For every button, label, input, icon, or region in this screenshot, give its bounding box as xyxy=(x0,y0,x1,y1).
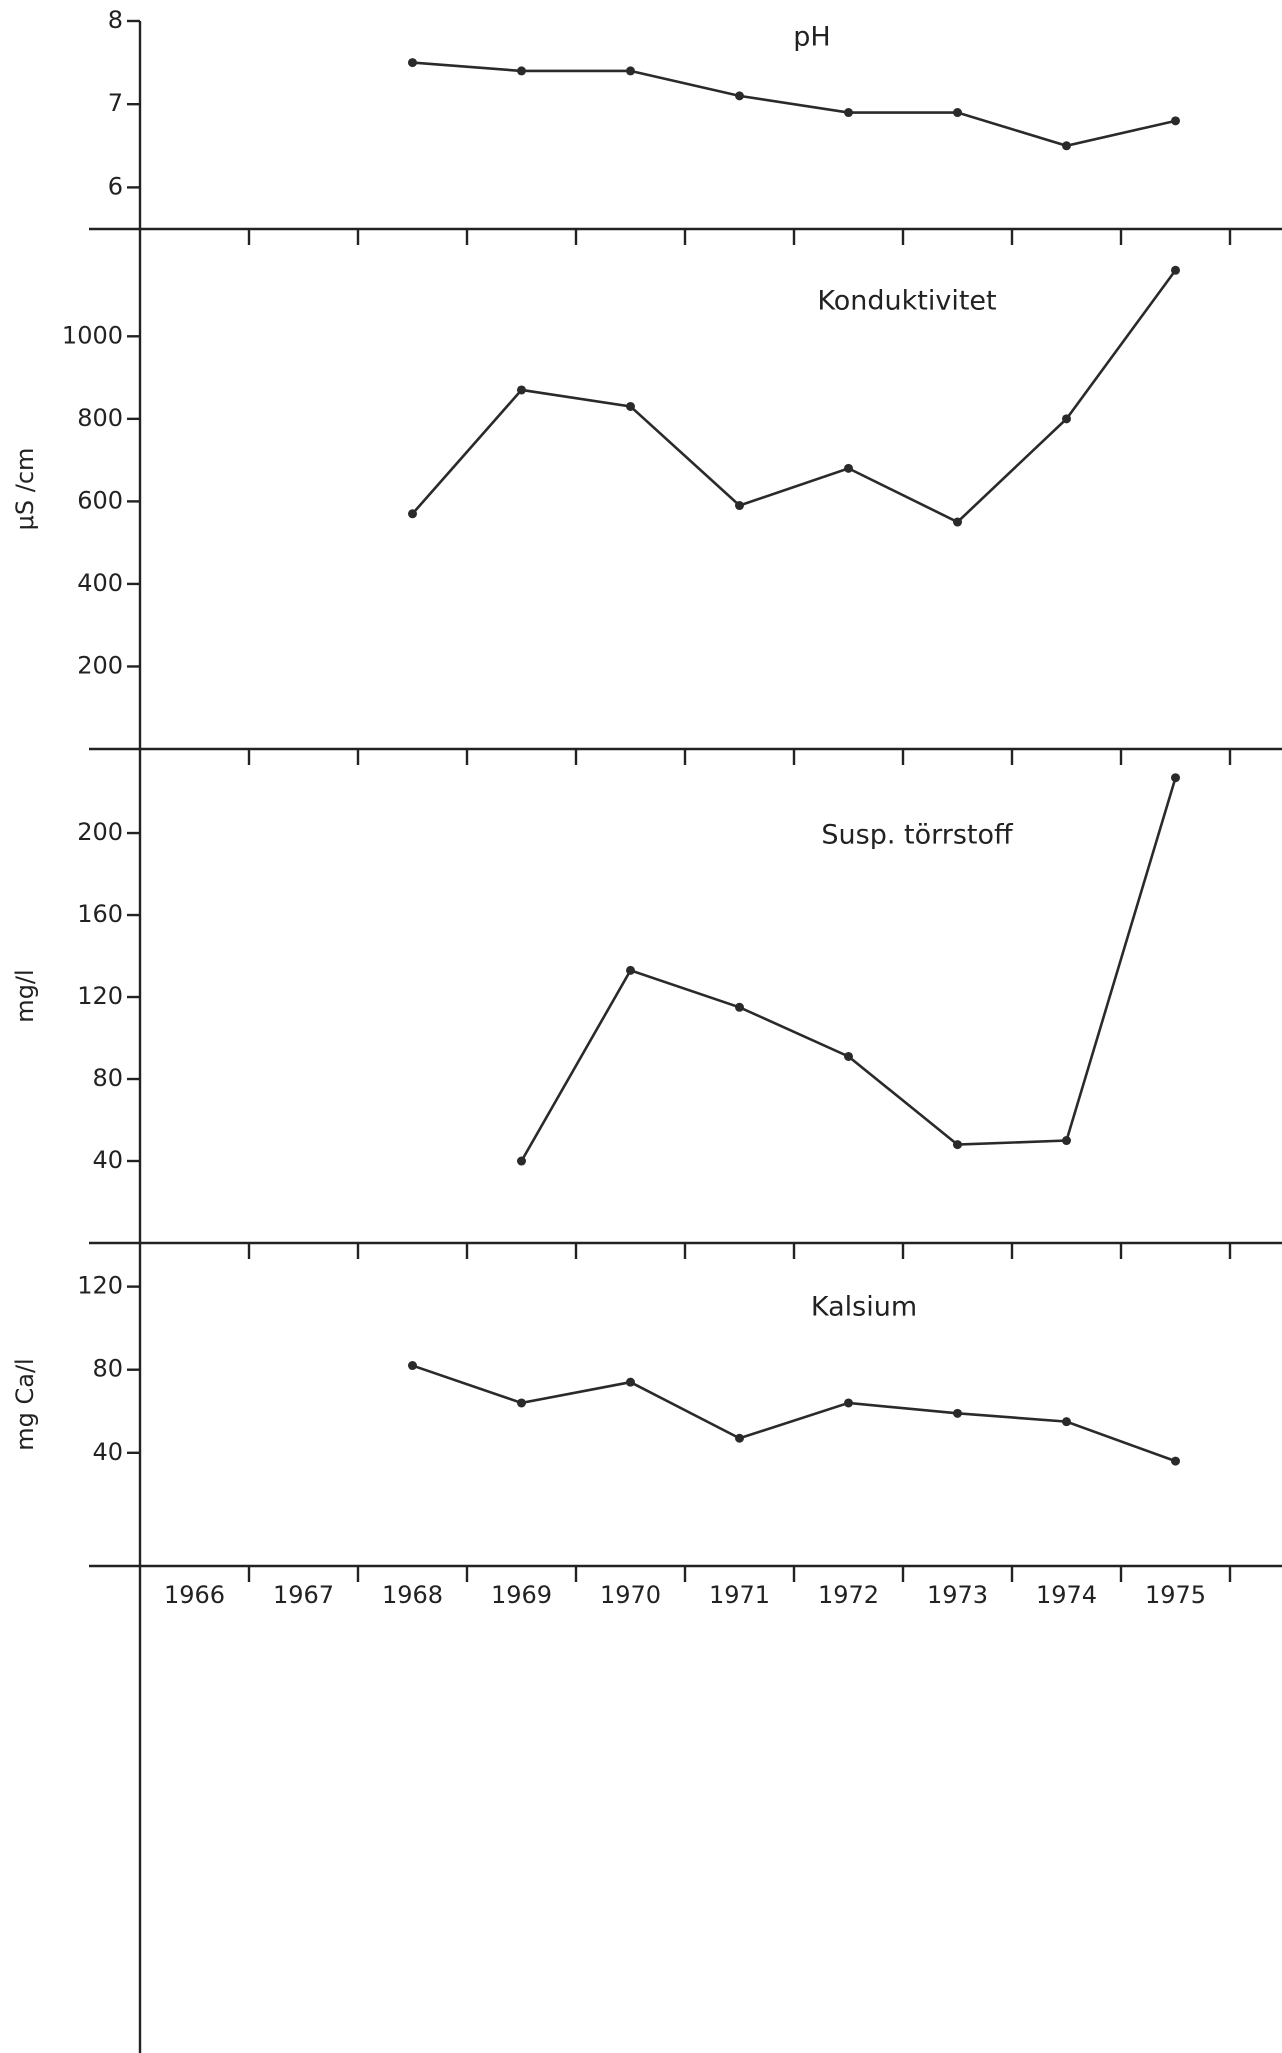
y-tick-label: 6 xyxy=(108,172,123,200)
chart-title: Konduktivitet xyxy=(817,286,996,317)
data-point xyxy=(735,1433,744,1443)
x-tick-label: 1972 xyxy=(818,1581,879,1609)
data-point xyxy=(408,1361,417,1371)
data-point xyxy=(517,66,526,76)
data-point xyxy=(408,509,417,519)
data-point xyxy=(953,1140,962,1150)
data-point xyxy=(1062,1136,1071,1146)
data-point xyxy=(844,1398,853,1408)
data-point xyxy=(735,1002,744,1012)
y-axis-label: μS /cm xyxy=(11,448,39,531)
y-tick-label: 600 xyxy=(77,486,123,514)
x-tick-label: 1971 xyxy=(709,1581,770,1609)
y-tick-label: 40 xyxy=(92,1146,123,1174)
y-tick-label: 120 xyxy=(77,1272,123,1300)
y-tick-label: 1000 xyxy=(62,321,123,349)
chart-title: Kalsium xyxy=(811,1292,917,1323)
data-line xyxy=(411,269,1177,524)
data-line xyxy=(412,61,1176,148)
y-tick-label: 200 xyxy=(77,818,123,846)
data-point xyxy=(953,1408,962,1418)
data-point xyxy=(953,108,962,118)
y-axis-label: mg/l xyxy=(11,969,39,1022)
y-axis-label: mg Ca/l xyxy=(11,1358,39,1450)
data-point xyxy=(517,385,526,395)
y-tick-label: 400 xyxy=(77,569,123,597)
x-tick-label: 1969 xyxy=(491,1581,552,1609)
data-point xyxy=(735,91,744,101)
data-point xyxy=(626,965,635,975)
data-point xyxy=(844,108,853,118)
x-tick-label: 1975 xyxy=(1145,1581,1206,1609)
x-tick-label: 1973 xyxy=(927,1581,988,1609)
data-point xyxy=(1062,414,1071,424)
data-point xyxy=(1171,773,1180,783)
x-tick-label: 1966 xyxy=(164,1581,225,1609)
y-tick-label: 8 xyxy=(108,6,123,34)
chart-title: pH xyxy=(793,22,830,53)
y-tick-label: 120 xyxy=(77,982,123,1010)
data-point xyxy=(626,66,635,76)
data-point xyxy=(517,1398,526,1408)
data-point xyxy=(953,517,962,527)
x-tick-label: 1968 xyxy=(382,1581,443,1609)
y-tick-label: 7 xyxy=(108,89,123,117)
data-point xyxy=(1062,141,1071,151)
data-point xyxy=(844,1051,853,1061)
y-tick-label: 800 xyxy=(77,404,123,432)
data-point xyxy=(626,1377,635,1387)
data-point xyxy=(1171,116,1180,126)
data-point xyxy=(626,401,635,411)
y-tick-label: 200 xyxy=(77,651,123,679)
y-tick-label: 40 xyxy=(92,1438,123,1466)
data-point xyxy=(1171,265,1180,275)
y-tick-label: 80 xyxy=(92,1064,123,1092)
y-tick-label: 80 xyxy=(92,1355,123,1383)
data-point xyxy=(1062,1417,1071,1427)
chart-title: Susp. törrstoff xyxy=(821,820,1014,851)
data-point xyxy=(408,58,417,68)
data-point xyxy=(517,1156,526,1166)
x-tick-label: 1967 xyxy=(273,1581,334,1609)
data-point xyxy=(844,463,853,473)
data-line xyxy=(412,1364,1176,1463)
data-point xyxy=(735,501,744,511)
x-tick-label: 1974 xyxy=(1036,1581,1097,1609)
x-tick-label: 1970 xyxy=(600,1581,661,1609)
data-point xyxy=(1171,1456,1180,1466)
y-tick-label: 160 xyxy=(77,900,123,928)
